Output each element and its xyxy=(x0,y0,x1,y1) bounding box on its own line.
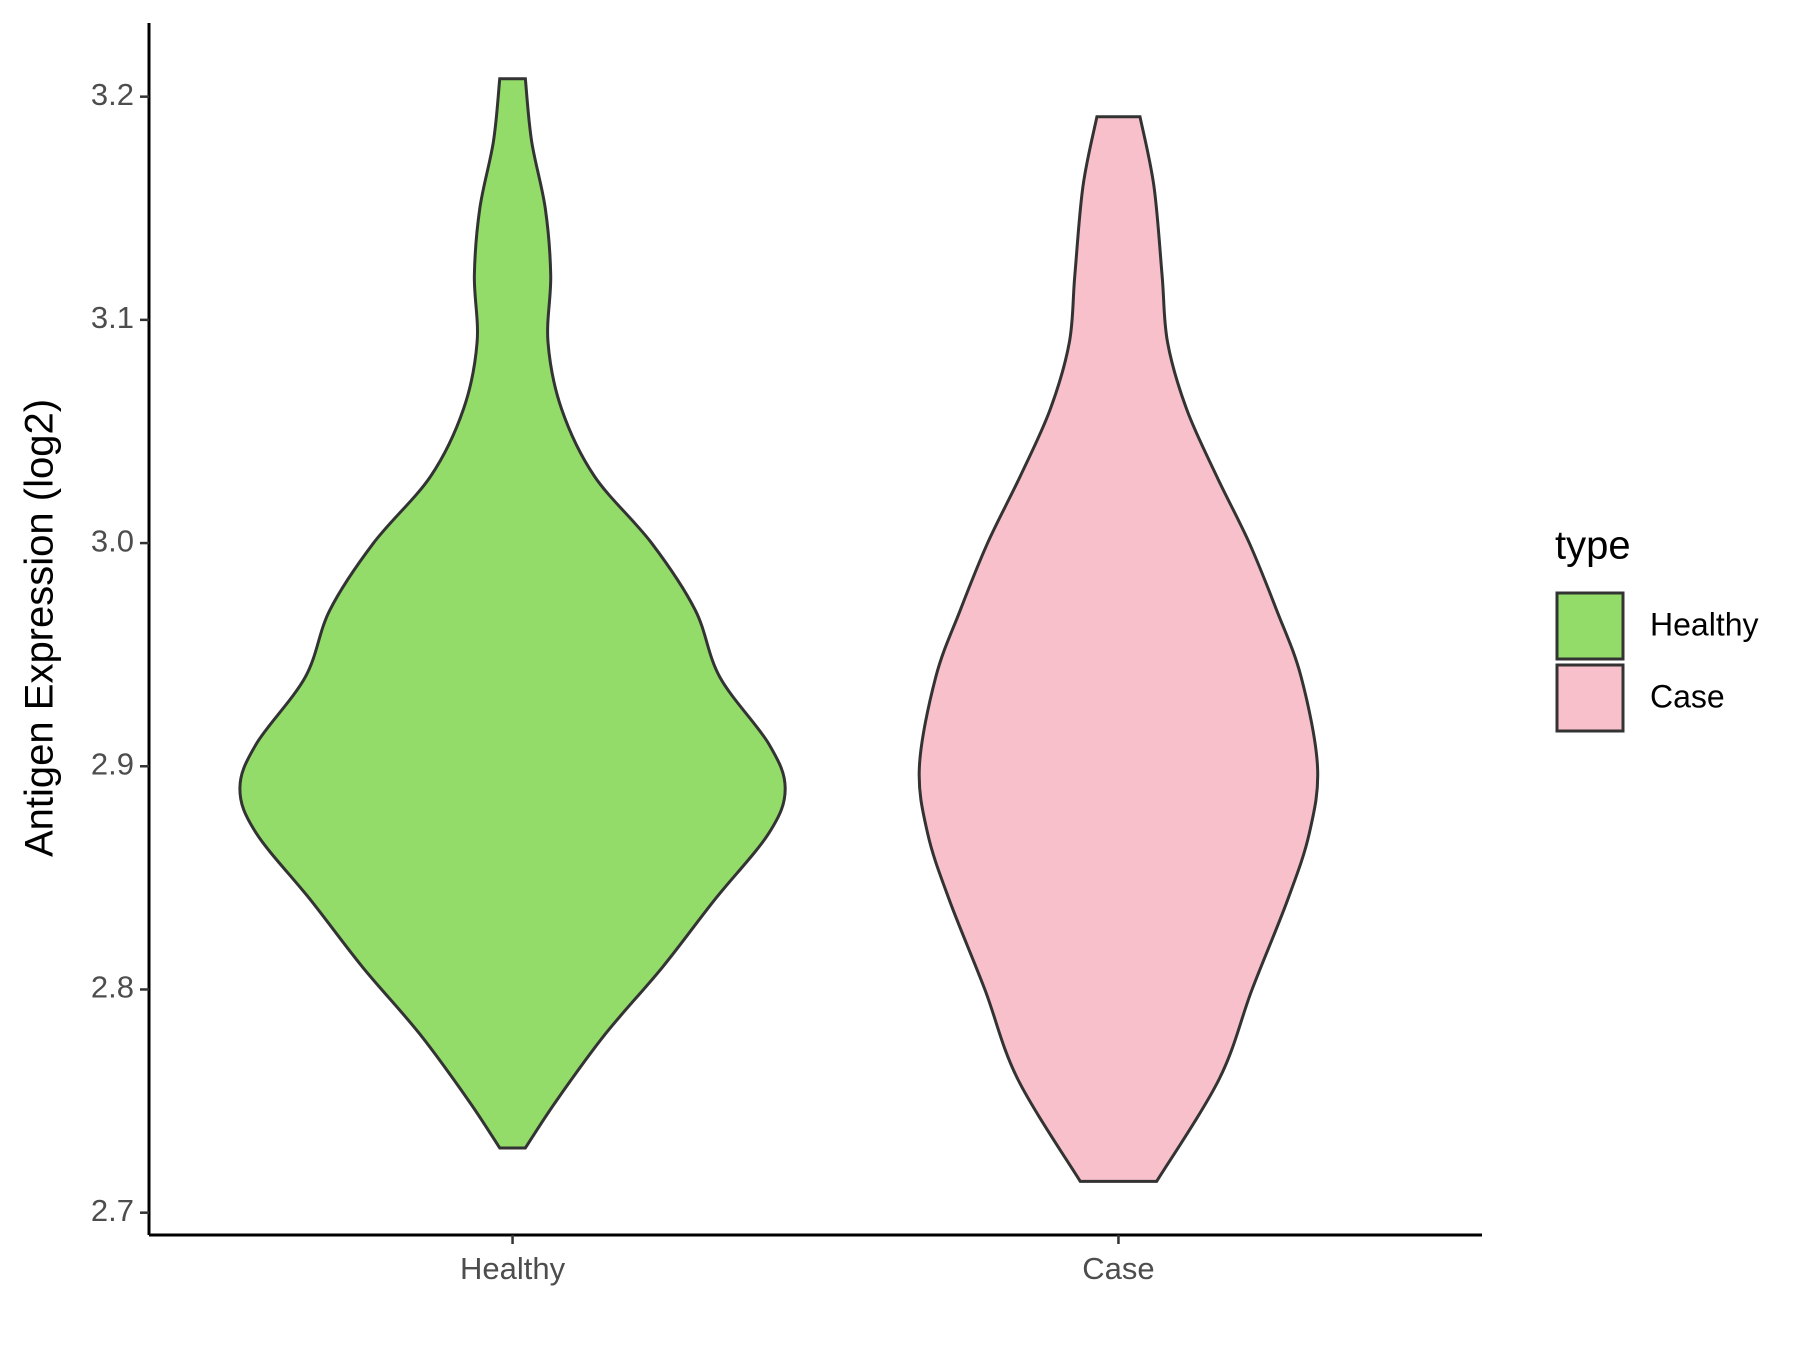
violin xyxy=(917,115,1320,1183)
y-tick-label: 3.2 xyxy=(91,77,134,112)
violin xyxy=(238,77,787,1150)
legend-label: Case xyxy=(1650,678,1725,714)
x-tick-label: Case xyxy=(1082,1251,1154,1286)
y-tick-label: 3.0 xyxy=(91,523,134,558)
legend-title: type xyxy=(1555,524,1631,568)
y-tick-label: 2.9 xyxy=(91,746,134,781)
y-tick-label: 2.8 xyxy=(91,970,134,1005)
y-axis-title: Antigen Expression (log2) xyxy=(18,399,62,857)
legend-label: Healthy xyxy=(1650,606,1759,642)
y-tick-label: 3.1 xyxy=(91,300,134,335)
legend-key xyxy=(1555,663,1625,733)
legend-key xyxy=(1555,591,1625,661)
y-tick-label: 2.7 xyxy=(91,1193,134,1228)
x-tick-label: Healthy xyxy=(460,1251,566,1286)
